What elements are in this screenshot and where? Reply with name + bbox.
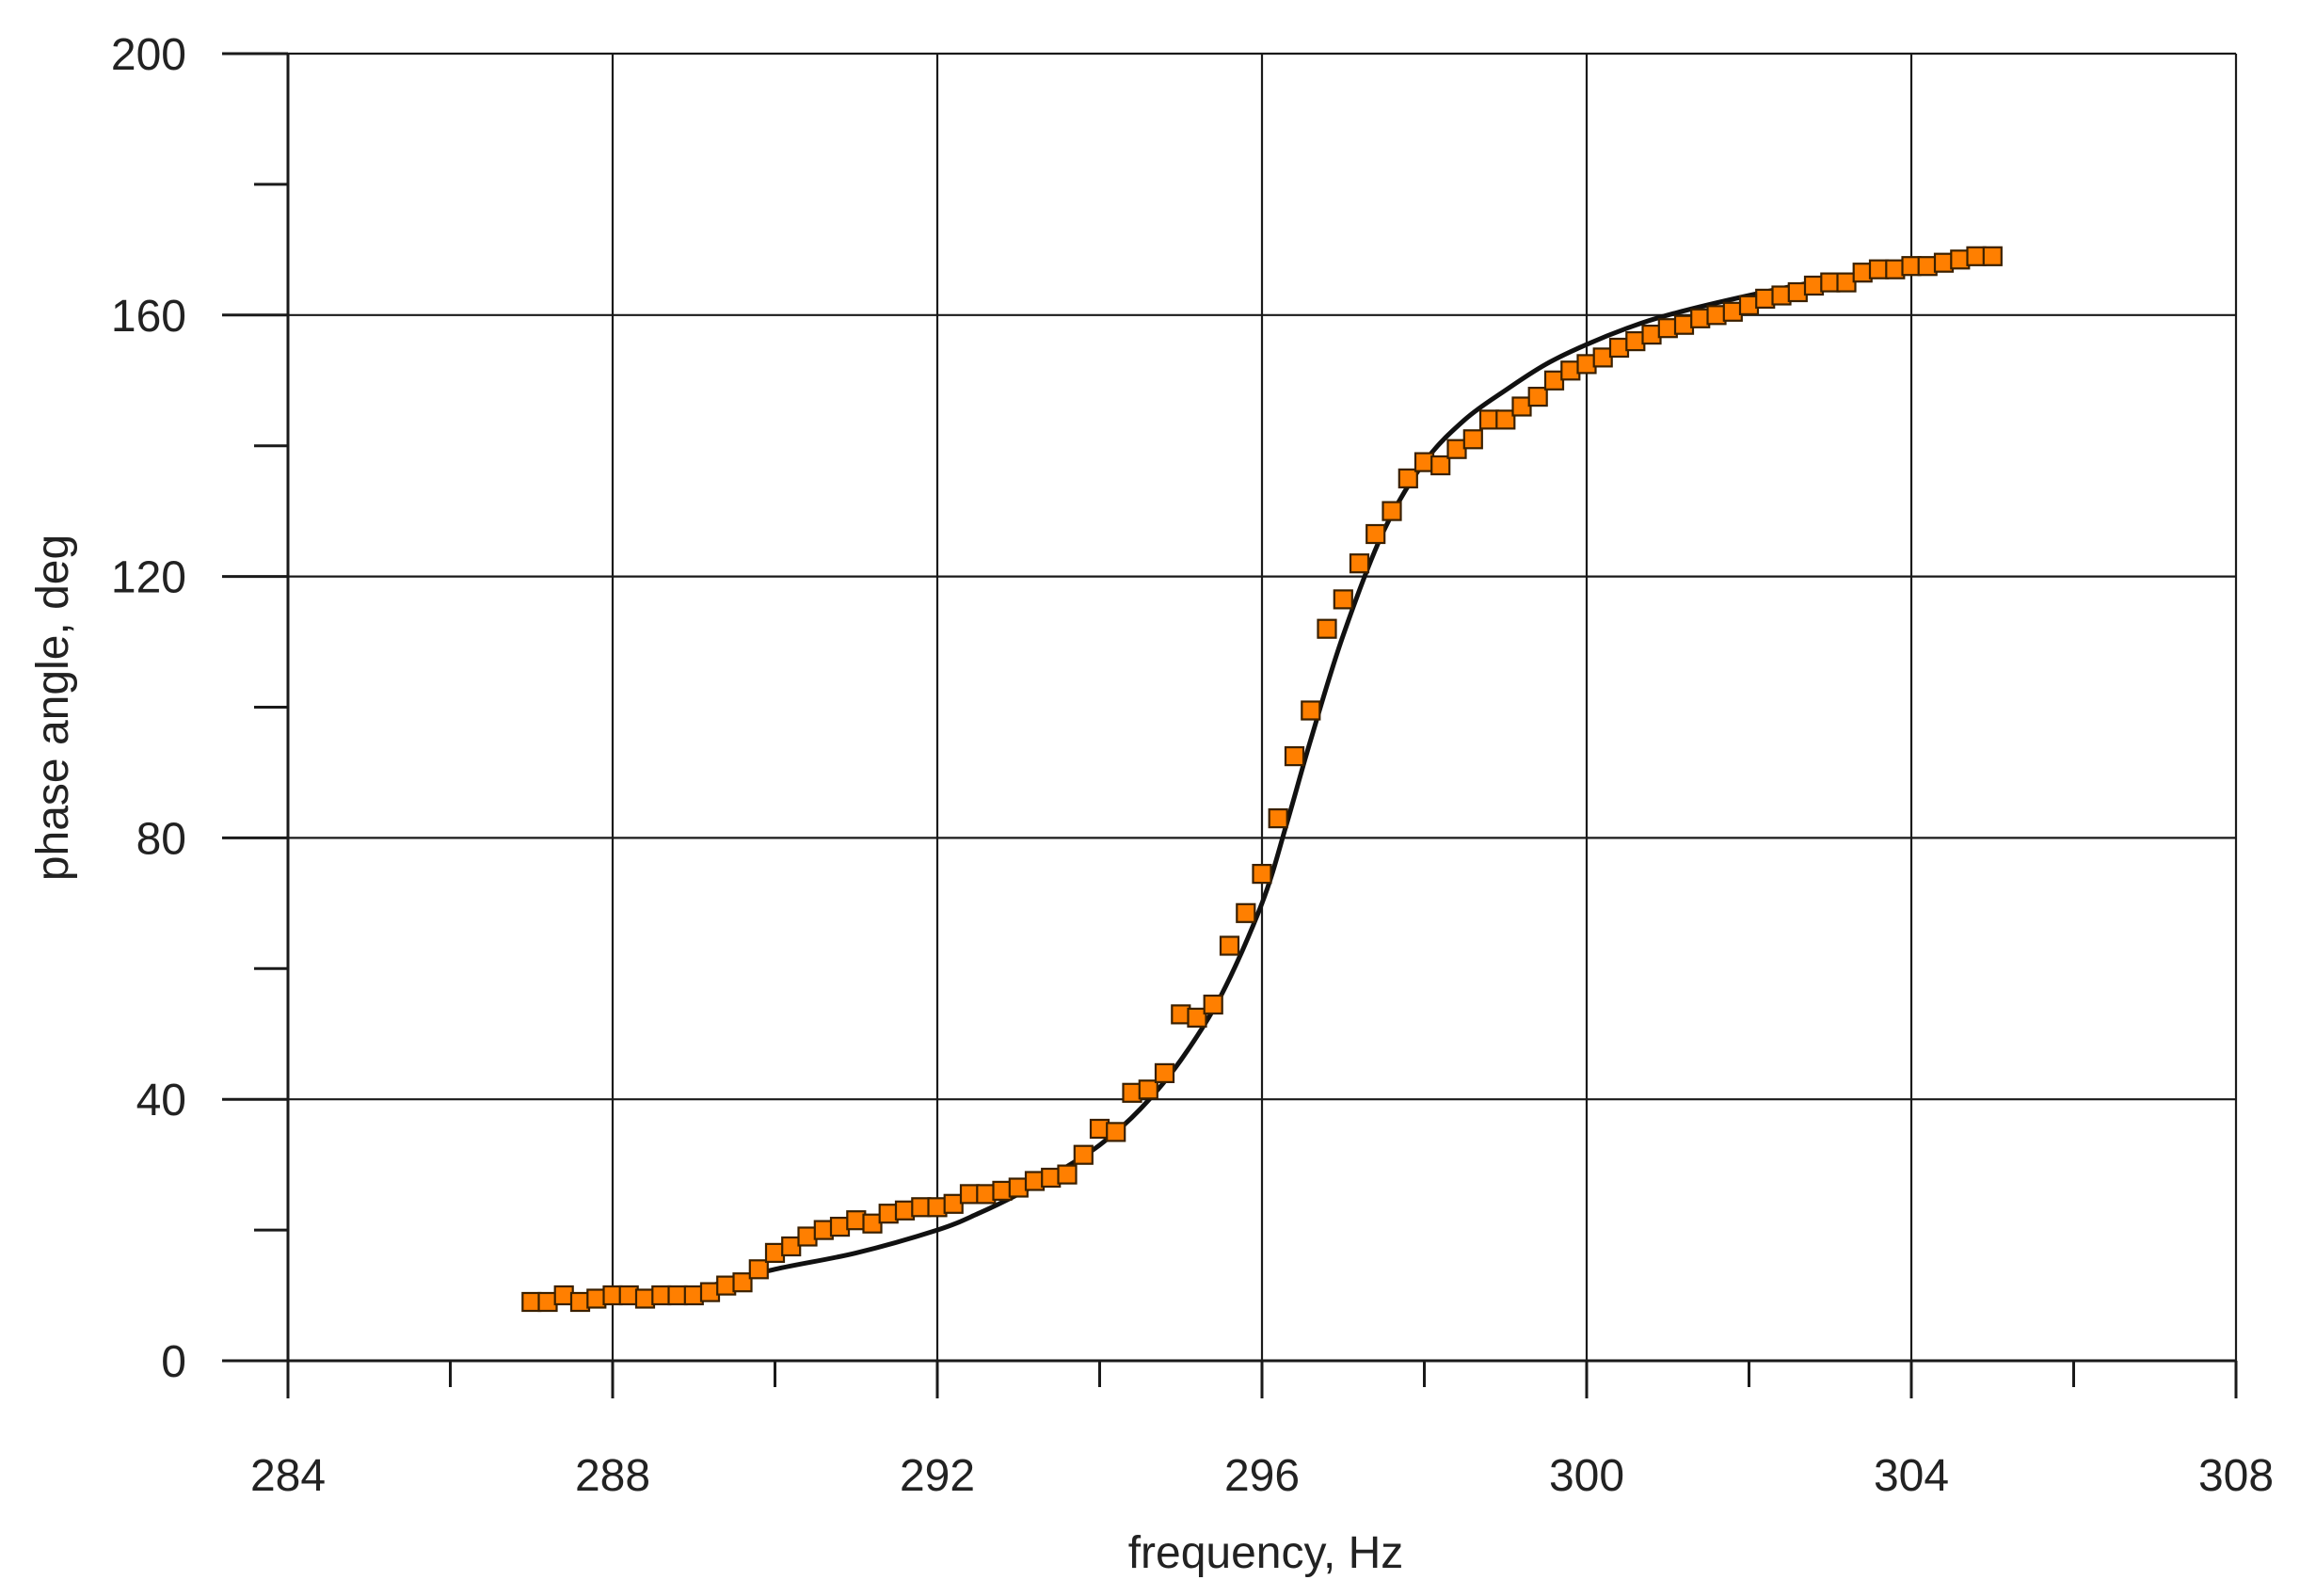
y-tick-label: 120 <box>111 553 186 603</box>
data-point-marker <box>667 1285 688 1306</box>
data-point-marker <box>1349 553 1370 574</box>
data-point-marker <box>1706 305 1727 326</box>
data-point-marker <box>716 1275 737 1296</box>
y-tick-label: 160 <box>111 292 186 342</box>
x-tick-label: 284 <box>250 1451 326 1501</box>
data-point-marker <box>1073 1144 1094 1165</box>
data-point-marker <box>1592 347 1613 368</box>
data-point-marker <box>992 1180 1013 1202</box>
data-point-marker <box>1755 288 1776 309</box>
x-tick-label: 300 <box>1549 1451 1624 1501</box>
data-point-marker <box>553 1285 574 1306</box>
x-tick-label: 304 <box>1874 1451 1949 1501</box>
data-point-marker <box>781 1236 802 1257</box>
data-point-marker <box>1495 409 1516 430</box>
data-point-marker <box>1187 1007 1207 1029</box>
data-point-marker <box>1933 252 1955 273</box>
data-point-marker <box>1966 246 1987 266</box>
data-point-marker <box>732 1272 753 1293</box>
data-point-marker <box>1430 455 1451 476</box>
data-point-marker <box>1478 409 1500 430</box>
data-point-marker <box>1641 325 1662 345</box>
data-point-marker <box>1527 387 1548 407</box>
x-tick-label: 308 <box>2198 1451 2274 1501</box>
y-tick-label: 0 <box>161 1337 186 1387</box>
data-point-marker <box>1106 1122 1126 1142</box>
data-point-marker <box>943 1193 964 1214</box>
x-tick-label: 288 <box>575 1451 650 1501</box>
data-point-marker <box>1446 439 1467 459</box>
data-point-marker <box>1041 1167 1062 1189</box>
x-tick-label: 292 <box>900 1451 975 1501</box>
data-point-marker <box>894 1200 916 1221</box>
data-point-marker <box>569 1291 591 1313</box>
data-point-marker <box>1236 902 1256 923</box>
data-point-marker <box>1690 308 1711 328</box>
data-point-marker <box>1203 994 1223 1015</box>
data-point-marker <box>829 1216 851 1237</box>
data-point-marker <box>1852 263 1873 283</box>
data-point-marker <box>1366 523 1386 545</box>
axes <box>222 52 2238 1398</box>
data-point-marker <box>1154 1062 1175 1084</box>
data-point-marker <box>1122 1082 1142 1103</box>
data-point-marker <box>1252 863 1272 885</box>
data-point-marker <box>1057 1164 1078 1185</box>
data-point-marker <box>959 1184 981 1205</box>
y-tick-label: 80 <box>136 814 186 864</box>
data-point-marker <box>618 1285 639 1306</box>
data-point-marker <box>1317 618 1337 639</box>
data-point-marker <box>1301 700 1321 721</box>
data-point-marker <box>1333 589 1353 610</box>
data-point-marker <box>634 1288 656 1309</box>
data-point-marker <box>1382 501 1402 521</box>
data-point-marker <box>797 1226 818 1247</box>
x-axis-label: frequency, Hz <box>1128 1528 1404 1578</box>
data-point-marker <box>878 1204 899 1224</box>
y-tick-label: 40 <box>136 1076 186 1125</box>
data-point-marker <box>1608 337 1630 359</box>
data-point-marker <box>1219 935 1240 956</box>
data-point-marker <box>1543 370 1565 391</box>
data-point-marker <box>1398 468 1418 488</box>
data-point-marker <box>1268 807 1288 829</box>
x-tick-label: 296 <box>1224 1451 1300 1501</box>
data-point-marker <box>1917 256 1938 277</box>
data-point-marker <box>1982 246 2003 266</box>
data-point-marker <box>748 1259 769 1280</box>
data-point-marker <box>1138 1079 1158 1100</box>
data-markers <box>521 246 2003 1313</box>
data-point-marker <box>1284 745 1305 767</box>
data-point-marker <box>1803 275 1825 296</box>
data-point-marker <box>1771 285 1792 306</box>
data-point-marker <box>1868 259 1890 279</box>
data-point-marker <box>1462 429 1483 450</box>
y-tick-label: 200 <box>111 30 186 80</box>
tick-labels: 284 288 292 296 300 304 308 0 40 80 120 160 200 <box>111 30 2274 1501</box>
y-axis-label: phase angle, deg <box>28 535 78 881</box>
